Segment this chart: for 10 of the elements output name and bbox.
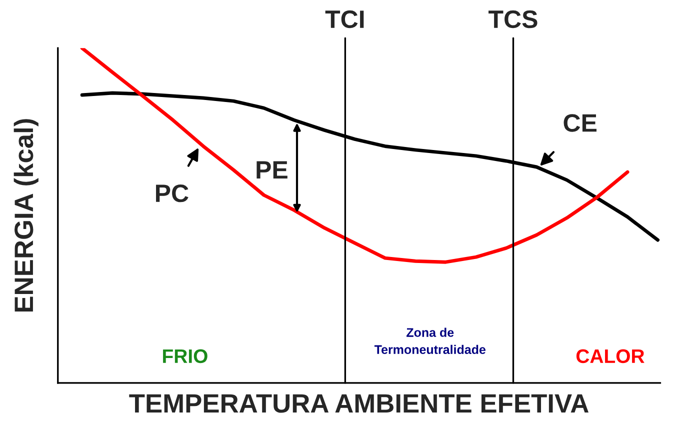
annotation: CALOR <box>576 349 644 364</box>
annotation: PE <box>256 161 288 178</box>
text: TCI <box>325 10 364 28</box>
annotation: CE <box>564 114 596 132</box>
annotation: Zona de Termoneutralidade <box>374 328 486 354</box>
annotation: PC <box>156 184 188 202</box>
text: TCS <box>488 10 538 28</box>
y-axis-title: ENERGIA (kcal) <box>14 119 38 312</box>
x-axis-title: TEMPERATURA AMBIENTE EFETIVA <box>129 394 589 413</box>
annotation: FRIO <box>163 349 208 364</box>
